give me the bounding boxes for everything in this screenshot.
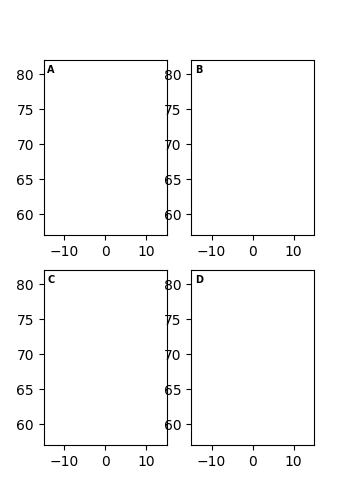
Text: C: C [47, 275, 54, 285]
Text: B: B [195, 65, 202, 75]
Text: A: A [47, 65, 55, 75]
Text: D: D [195, 275, 203, 285]
